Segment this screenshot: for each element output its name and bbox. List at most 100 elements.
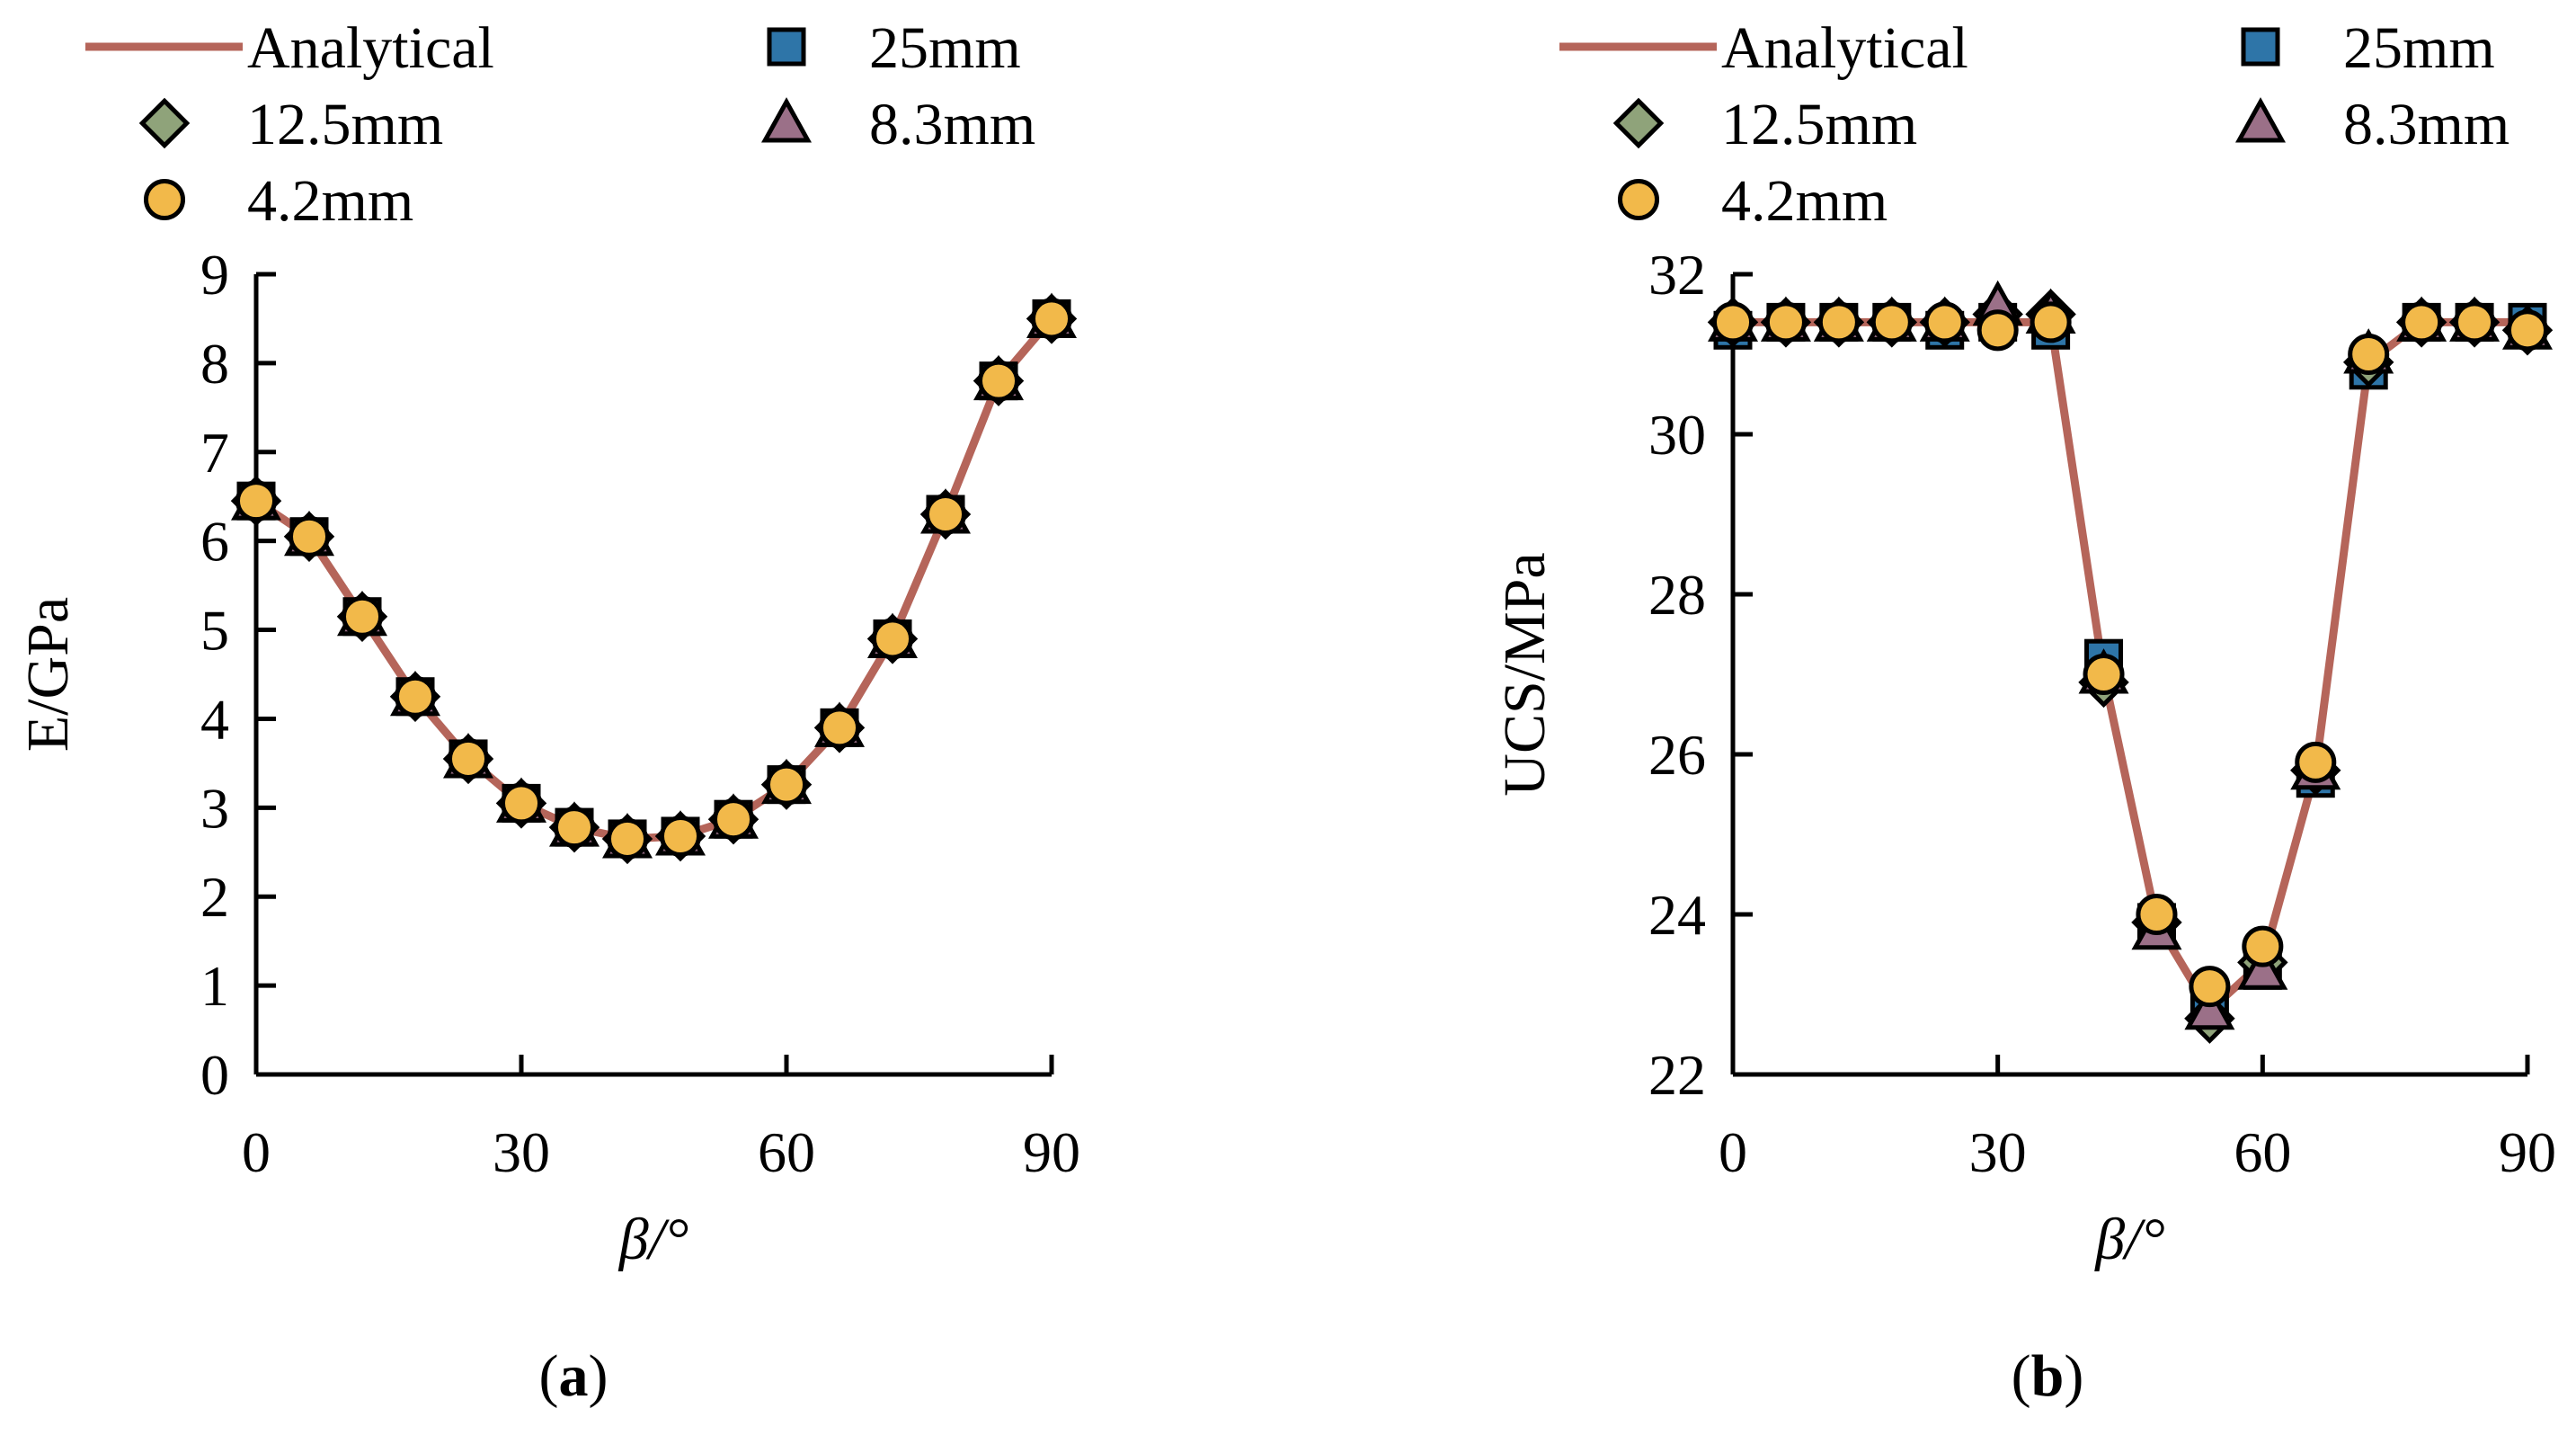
panel-label: (a) — [539, 1343, 608, 1409]
y-axis-title: E/GPa — [15, 597, 81, 752]
legend-item: 8.3mm — [761, 92, 1035, 157]
legend-marker-diamond — [1612, 97, 1665, 149]
y-tick-label: 6 — [200, 510, 229, 574]
data-point-circle — [871, 618, 914, 660]
panel-b: 22 24 26 28 30 32 0 30 60 90 β/° UCS/MPa (b) Analytic… — [1492, 15, 2556, 1409]
series-analytical — [253, 316, 1055, 843]
legend-item: 8.3mm — [2235, 92, 2509, 157]
data-point-circle — [977, 360, 1020, 402]
data-point-circle — [2083, 653, 2125, 696]
data-point-circle — [500, 782, 543, 824]
legend-marker-circle — [143, 178, 186, 221]
x-tick-label: 90 — [2499, 1120, 2556, 1184]
legend: Analytical 25mm 12.5mm 8.3mm 4.2mm — [1559, 15, 2509, 234]
data-point-circle — [2189, 966, 2231, 1008]
legend-marker-triangle — [761, 97, 812, 143]
legend-label: Analytical — [1721, 15, 1968, 81]
data-point-triangle — [2184, 984, 2235, 1030]
data-point-circle — [394, 675, 437, 718]
legend-label: 8.3mm — [869, 92, 1035, 157]
legend-label: 12.5mm — [247, 92, 443, 157]
data-point-circle — [2348, 333, 2390, 376]
data-point-circle — [1976, 309, 2019, 352]
legend-item: Analytical — [85, 15, 494, 81]
legend-marker-circle — [1617, 178, 1660, 221]
legend-item: 4.2mm — [143, 168, 413, 234]
data-point-circle — [235, 480, 278, 522]
series-4-2mm — [235, 298, 1073, 860]
legend-item: Analytical — [1559, 15, 1968, 81]
legend-marker-square — [767, 27, 806, 67]
data-point-circle — [1764, 301, 1807, 343]
data-point-circle — [2030, 301, 2072, 343]
legend: Analytical 25mm 12.5mm 8.3mm 4.2mm — [85, 15, 1035, 234]
x-axis-title: β/° — [2093, 1207, 2165, 1272]
analytical-line — [253, 316, 1055, 843]
y-tick-label: 9 — [200, 243, 229, 307]
data-point-circle — [2506, 309, 2549, 352]
data-point-circle — [1923, 301, 1966, 343]
data-point-circle — [2242, 925, 2284, 967]
legend-label: 4.2mm — [1721, 168, 1888, 234]
legend-marker-diamond — [138, 97, 191, 149]
data-point-circle — [765, 763, 808, 806]
data-point-circle — [2136, 893, 2178, 936]
legend-label: 8.3mm — [2343, 92, 2509, 157]
x-tick-label: 90 — [1023, 1120, 1080, 1184]
series-25mm — [1713, 302, 2547, 1022]
y-tick-label: 2 — [200, 865, 229, 929]
data-point-circle — [1711, 301, 1754, 343]
legend-item: 4.2mm — [1617, 168, 1888, 234]
x-tick-label: 0 — [1719, 1120, 1747, 1184]
x-tick-label: 0 — [242, 1120, 271, 1184]
data-point-circle — [2454, 301, 2496, 343]
data-point-circle — [447, 737, 490, 780]
series-4-2mm — [1711, 301, 2549, 1008]
y-tick-label: 32 — [1648, 243, 1706, 307]
legend-item: 12.5mm — [138, 92, 443, 157]
data-point-triangle — [2237, 944, 2288, 990]
x-tick-label: 30 — [493, 1120, 550, 1184]
y-tick-label: 1 — [200, 954, 229, 1018]
y-tick-label: 3 — [200, 776, 229, 840]
series-12-5mm — [230, 293, 1078, 865]
legend-item: 25mm — [2241, 15, 2495, 81]
legend-item: 12.5mm — [1612, 92, 1917, 157]
data-point-circle — [341, 595, 384, 637]
data-point-circle — [1870, 301, 1913, 343]
x-tick-label: 60 — [758, 1120, 815, 1184]
data-point-circle — [2295, 741, 2337, 783]
data-point-circle — [1030, 298, 1073, 340]
data-point-circle — [712, 798, 755, 841]
legend-item: 25mm — [767, 15, 1021, 81]
series-25mm — [236, 299, 1071, 859]
y-tick-label: 0 — [200, 1043, 229, 1107]
legend-label: 4.2mm — [247, 168, 413, 234]
data-point-circle — [818, 707, 861, 749]
y-axis-title: UCS/MPa — [1492, 552, 1558, 796]
data-point-circle — [2401, 301, 2443, 343]
y-tick-label: 30 — [1648, 403, 1706, 467]
y-tick-label: 4 — [200, 687, 229, 751]
data-point-circle — [606, 817, 649, 860]
series-8-3mm — [1708, 280, 2553, 1030]
data-point-circle — [1817, 301, 1860, 343]
y-tick-label: 26 — [1648, 723, 1706, 787]
y-tick-label: 28 — [1648, 563, 1706, 627]
x-tick-label: 30 — [1969, 1120, 2027, 1184]
series-8-3mm — [231, 292, 1077, 859]
y-tick-label: 8 — [200, 332, 229, 396]
data-point-circle — [553, 807, 596, 849]
data-point-circle — [659, 815, 702, 857]
y-tick-label: 22 — [1648, 1043, 1706, 1107]
x-tick-label: 60 — [2234, 1120, 2291, 1184]
x-axis-title: β/° — [617, 1207, 689, 1272]
series-12-5mm — [1707, 289, 2554, 1044]
series-analytical — [1733, 317, 2527, 1015]
panel-label: (b) — [2012, 1343, 2084, 1409]
data-point-circle — [288, 515, 331, 557]
y-tick-label: 5 — [200, 599, 229, 663]
